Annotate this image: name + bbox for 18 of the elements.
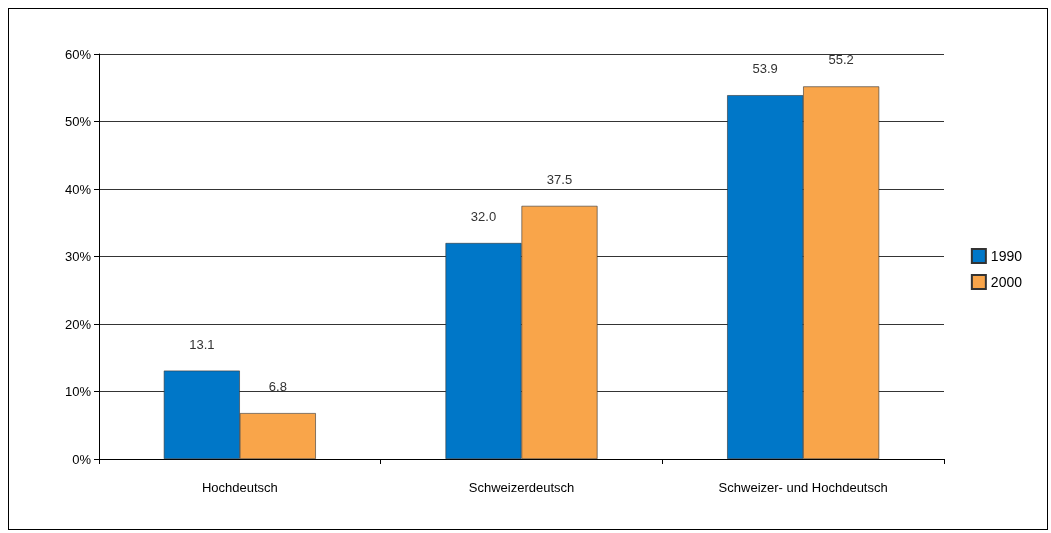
y-tick-label: 30%: [64, 249, 92, 264]
data-label: 37.5: [546, 171, 573, 187]
data-label: 32.0: [470, 209, 497, 224]
y-tick-label: 20%: [64, 316, 92, 332]
x-tick-label: Schweizer- und Hochdeutsch: [718, 480, 888, 495]
y-tick-label: 60%: [64, 46, 92, 62]
y-tick-label: 0%: [72, 451, 92, 467]
data-label: 55.2: [828, 52, 854, 68]
y-tick-label: 10%: [64, 384, 92, 399]
legend-label: 1990: [990, 248, 1023, 264]
y-tick-label: 50%: [64, 114, 92, 129]
x-tick-label: Hochdeutsch: [201, 480, 278, 495]
data-label: 13.1: [189, 336, 215, 352]
y-tick-label: 40%: [64, 181, 92, 197]
data-label: 6.8: [268, 379, 287, 395]
x-tick-label: Schweizerdeutsch: [468, 480, 575, 495]
legend-label: 2000: [990, 274, 1023, 290]
data-label: 53.9: [752, 61, 778, 77]
